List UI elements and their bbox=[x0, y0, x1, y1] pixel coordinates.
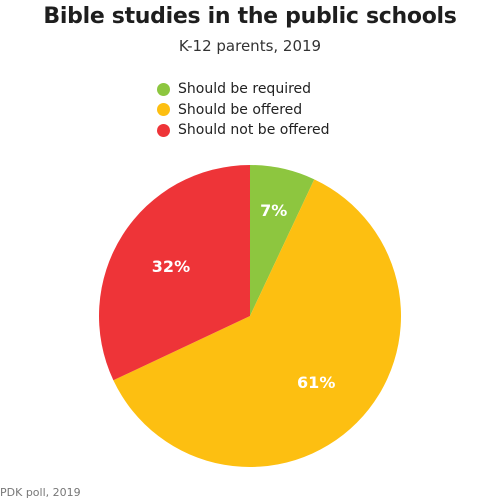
legend-label-required: Should be required bbox=[178, 81, 312, 98]
chart-subtitle: K-12 parents, 2019 bbox=[178, 37, 322, 55]
source-note: PDK poll, 2019 bbox=[0, 486, 81, 499]
legend-item-offered: Should be offered bbox=[157, 100, 330, 121]
slice-label-required: 7% bbox=[260, 201, 287, 220]
legend-item-required: Should be required bbox=[157, 79, 330, 100]
legend-label-not-offered: Should not be offered bbox=[178, 122, 330, 139]
slice-label-not-offered: 32% bbox=[152, 257, 190, 276]
legend-swatch-required bbox=[157, 82, 170, 96]
legend-swatch-offered bbox=[157, 103, 170, 117]
pie-slice-required bbox=[250, 165, 315, 316]
slice-label-offered: 61% bbox=[297, 373, 335, 392]
pie-slice-offered bbox=[113, 179, 401, 468]
legend-item-not-offered: Should not be offered bbox=[157, 120, 330, 141]
chart-title: Bible studies in the public schools bbox=[43, 4, 457, 29]
pie-slice-not-offered bbox=[99, 165, 250, 381]
legend: Should be required Should be offered Sho… bbox=[157, 79, 330, 141]
legend-label-offered: Should be offered bbox=[178, 101, 303, 118]
legend-swatch-not-offered bbox=[157, 123, 170, 137]
